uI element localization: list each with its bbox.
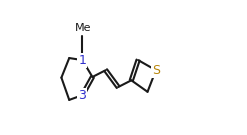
Text: S: S [152, 64, 160, 77]
Text: Me: Me [75, 23, 91, 33]
Text: 1: 1 [78, 54, 86, 67]
Text: 3: 3 [78, 89, 86, 102]
